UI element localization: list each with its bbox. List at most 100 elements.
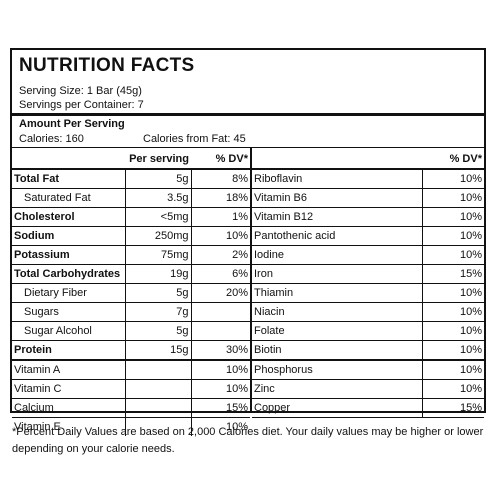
- nutrient-dv: 10%: [422, 245, 484, 265]
- nutrient-amount: [125, 379, 192, 399]
- nutrient-dv: 8%: [191, 169, 250, 189]
- nutrient-dv: 10%: [422, 340, 484, 361]
- nutrient-amount: 5g: [125, 283, 192, 303]
- nutrient-name: Calcium: [12, 398, 126, 418]
- nutrient-name: Riboflavin: [252, 169, 423, 189]
- column-divider: [250, 148, 252, 411]
- nutrient-name: Vitamin B12: [252, 207, 423, 227]
- nutrient-name: Potassium: [12, 245, 126, 265]
- nutrient-row: Protein 15g 30%: [12, 340, 250, 361]
- nutrient-dv: 10%: [422, 207, 484, 227]
- nutrient-name: Sugars: [12, 302, 126, 322]
- nutrient-row: Vitamin A 10%: [12, 360, 250, 380]
- nutrient-dv: 10%: [422, 226, 484, 246]
- nutrient-row: Vitamin B6 10%: [252, 188, 484, 208]
- nutrient-row: Phosphorus 10%: [252, 360, 484, 380]
- thick-divider: [12, 113, 484, 116]
- nutrient-dv: 10%: [422, 169, 484, 189]
- nutrient-row: Iron 15%: [252, 264, 484, 284]
- right-header-row: % DV*: [252, 150, 484, 170]
- nutrient-row: Copper 15%: [252, 398, 484, 418]
- nutrient-row: Cholesterol <5mg 1%: [12, 207, 250, 227]
- left-header-blank: [12, 150, 125, 170]
- nutrient-name: Iron: [252, 264, 423, 284]
- nutrient-row: Pantothenic acid 10%: [252, 226, 484, 246]
- nutrient-name: Cholesterol: [12, 207, 126, 227]
- amount-per-serving: Amount Per Serving: [19, 118, 125, 130]
- left-header-row: Per serving% DV*: [12, 150, 250, 170]
- nutrient-name: Zinc: [252, 379, 423, 399]
- right-nutrient-table: % DV* Riboflavin 10% Vitamin B6 10% Vitamin B…: [252, 150, 484, 418]
- nutrient-row: Potassium 75mg 2%: [12, 245, 250, 265]
- nutrient-dv: 10%: [422, 302, 484, 322]
- nutrient-row: Sugars 7g: [12, 302, 250, 322]
- nutrient-dv: 6%: [191, 264, 250, 284]
- nutrient-dv: 30%: [191, 340, 250, 361]
- nutrient-name: Copper: [252, 398, 423, 418]
- nutrient-amount: [125, 398, 192, 418]
- nutrient-amount: 5g: [125, 321, 192, 341]
- nutrient-amount: <5mg: [125, 207, 192, 227]
- servings-per-container: Servings per Container: 7: [19, 99, 144, 111]
- nutrient-row: Saturated Fat 3.5g 18%: [12, 188, 250, 208]
- nutrient-dv: [191, 321, 250, 341]
- nutrient-dv: 20%: [191, 283, 250, 303]
- nutrient-name: Pantothenic acid: [252, 226, 423, 246]
- nutrient-amount: [125, 360, 192, 380]
- nutrient-row: Zinc 10%: [252, 379, 484, 399]
- nutrient-name: Saturated Fat: [12, 188, 126, 208]
- nutrient-name: Protein: [12, 340, 126, 361]
- nutrient-name: Total Carbohydrates: [12, 264, 126, 284]
- footnote: *Percent Daily Values are based on 2,000…: [12, 426, 484, 455]
- nutrient-dv: 10%: [422, 188, 484, 208]
- nutrient-row: Vitamin B12 10%: [252, 207, 484, 227]
- nutrient-amount: 7g: [125, 302, 192, 322]
- nutrient-row: Iodine 10%: [252, 245, 484, 265]
- nutrient-row: Total Fat 5g 8%: [12, 169, 250, 189]
- dv-header: % DV*: [191, 150, 250, 170]
- nutrient-name: Dietary Fiber: [12, 283, 126, 303]
- nutrient-name: Sugar Alcohol: [12, 321, 126, 341]
- nutrient-name: Vitamin E: [12, 417, 126, 436]
- nutrient-amount: 250mg: [125, 226, 192, 246]
- nutrient-dv: 1%: [191, 207, 250, 227]
- nutrient-name: Total Fat: [12, 169, 126, 189]
- per-serving-header: Per serving: [125, 150, 191, 170]
- nutrition-facts-panel: NUTRITION FACTS Serving Size: 1 Bar (45g…: [10, 48, 486, 436]
- nutrient-dv: 10%: [225, 421, 248, 433]
- nutrient-dv: 10%: [422, 379, 484, 399]
- nutrient-name: Phosphorus: [252, 360, 423, 380]
- nutrient-name: Niacin: [252, 302, 423, 322]
- nutrient-name: Biotin: [252, 340, 423, 361]
- nutrient-row: Biotin 10%: [252, 340, 484, 361]
- nutrient-dv: 10%: [191, 379, 250, 399]
- nutrient-row: Vitamin C 10%: [12, 379, 250, 399]
- nutrient-row: Vitamin E 10%: [12, 417, 250, 436]
- nutrient-row: Folate 10%: [252, 321, 484, 341]
- nutrient-dv: 10%: [422, 321, 484, 341]
- nutrient-row: Total Carbohydrates 19g 6%: [12, 264, 250, 284]
- left-nutrient-table: Per serving% DV* Total Fat 5g 8% Saturated F…: [12, 150, 250, 436]
- nutrient-amount: 75mg: [125, 245, 192, 265]
- nutrition-title: NUTRITION FACTS: [19, 55, 195, 76]
- dv-header: % DV*: [422, 150, 484, 170]
- nutrient-amount: [125, 417, 192, 436]
- right-header-blank: [252, 150, 422, 170]
- nutrient-dv: 18%: [191, 188, 250, 208]
- nutrient-row: Thiamin 10%: [252, 283, 484, 303]
- calories: Calories: 160: [19, 133, 84, 145]
- nutrient-dv: 15%: [422, 264, 484, 284]
- nutrient-dv: [191, 302, 250, 322]
- serving-size: Serving Size: 1 Bar (45g): [19, 85, 142, 97]
- nutrient-row: Dietary Fiber 5g 20%: [12, 283, 250, 303]
- nutrient-name: Vitamin A: [12, 360, 126, 380]
- nutrient-dv: 10%: [191, 226, 250, 246]
- nutrient-name: Iodine: [252, 245, 423, 265]
- nutrient-name: Vitamin C: [12, 379, 126, 399]
- thin-divider: [12, 147, 484, 148]
- nutrient-dv: 10%: [191, 360, 250, 380]
- nutrient-amount: 19g: [125, 264, 192, 284]
- nutrient-dv: 15%: [191, 398, 250, 418]
- nutrient-amount: 3.5g: [125, 188, 192, 208]
- nutrient-row: Riboflavin 10%: [252, 169, 484, 189]
